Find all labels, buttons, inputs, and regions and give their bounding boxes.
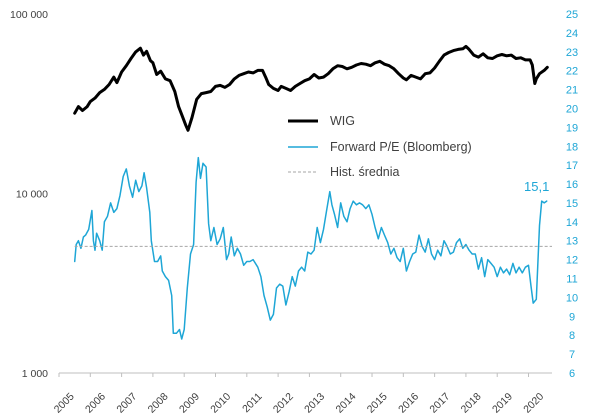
right-tick-label: 24 (566, 28, 578, 40)
right-axis: 6 7 8 9 10 11 12 13 14 15 16 17 18 19 20 21 22 23 24 25 (566, 9, 578, 380)
left-axis: 1 000 10 000 100 000 (10, 9, 48, 380)
right-tick-label: 12 (566, 255, 578, 267)
x-tick-label: 2013 (302, 391, 327, 416)
right-tick-label: 25 (566, 9, 578, 21)
right-tick-label: 19 (566, 122, 578, 134)
right-tick-label: 13 (566, 236, 578, 248)
x-tick-label: 2019 (490, 391, 515, 416)
right-tick-label: 18 (566, 141, 578, 153)
plot-area (73, 44, 552, 340)
right-tick-label: 21 (566, 85, 578, 97)
x-tick-label: 2005 (52, 391, 77, 416)
right-tick-label: 15 (566, 198, 578, 210)
right-tick-label: 10 (566, 292, 578, 304)
right-tick-label: 8 (569, 330, 575, 342)
x-tick-label: 2009 (177, 391, 202, 416)
series-line-wig (73, 44, 549, 132)
right-tick-label: 7 (569, 349, 575, 361)
right-tick-label: 20 (566, 103, 578, 115)
x-tick-label: 2007 (114, 391, 139, 416)
left-tick-label: 1 000 (22, 368, 48, 380)
right-tick-label: 11 (566, 274, 577, 286)
x-tick-label: 2020 (521, 391, 546, 416)
x-tick-label: 2012 (271, 391, 296, 416)
x-tick-label: 2008 (146, 391, 171, 416)
legend-label-wig: WIG (330, 114, 355, 128)
legend-label-avg: Hist. średnia (330, 165, 400, 179)
x-axis: 2005 2006 2007 2008 2009 2010 2011 2012 2013 2014… (52, 372, 552, 416)
legend: WIG Forward P/E (Bloomberg) Hist. średni… (288, 114, 472, 179)
right-tick-label: 22 (566, 66, 578, 78)
x-tick-label: 2014 (333, 391, 358, 416)
x-tick-label: 2017 (427, 391, 452, 416)
pe-last-value-annotation: 15,1 (524, 179, 549, 194)
x-tick-label: 2006 (83, 391, 108, 416)
x-tick-label: 2016 (396, 391, 421, 416)
right-tick-label: 9 (569, 311, 575, 323)
x-tick-label: 2018 (459, 391, 484, 416)
right-tick-label: 23 (566, 47, 578, 59)
left-tick-label: 100 000 (10, 9, 48, 21)
x-tick-label: 2010 (208, 391, 233, 416)
x-tick-label: 2015 (365, 391, 390, 416)
legend-label-pe: Forward P/E (Bloomberg) (330, 140, 472, 154)
series-line-pe (73, 156, 548, 340)
x-tick-label: 2011 (240, 391, 265, 416)
right-tick-label: 14 (566, 217, 578, 229)
right-tick-label: 17 (566, 160, 578, 172)
right-tick-label: 6 (569, 368, 575, 380)
right-tick-label: 16 (566, 179, 578, 191)
left-tick-label: 10 000 (16, 189, 48, 201)
